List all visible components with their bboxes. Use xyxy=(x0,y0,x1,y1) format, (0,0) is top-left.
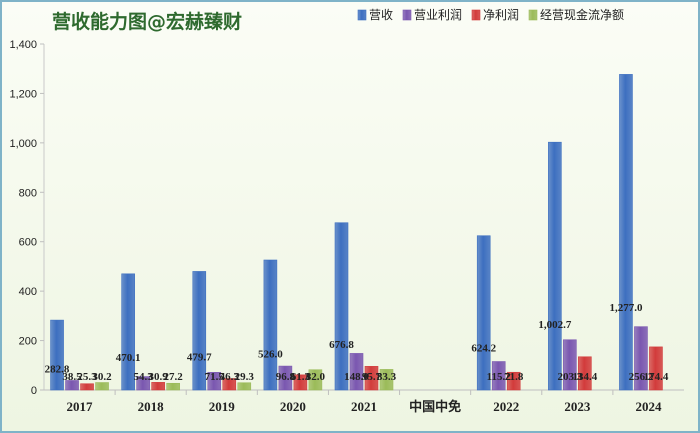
bar-revenue xyxy=(548,141,562,391)
data-label: 30.9 xyxy=(149,371,169,383)
bar-net-profit xyxy=(293,374,308,391)
y-tick-label: 600 xyxy=(19,237,37,249)
bar-operating-profit xyxy=(491,361,506,391)
bar-revenue xyxy=(50,319,64,391)
legend-swatch xyxy=(357,9,367,21)
x-tick-label: 2017 xyxy=(67,399,94,414)
bar-operating-cash-flow xyxy=(237,382,252,391)
legend-label: 经营现金流净额 xyxy=(540,7,624,22)
x-tick-label: 2023 xyxy=(564,399,591,414)
data-label: 29.3 xyxy=(235,371,255,383)
data-label: 134.4 xyxy=(572,371,597,383)
bar-net-profit xyxy=(364,366,379,391)
data-label: 1,277.0 xyxy=(609,302,643,314)
data-label: 27.2 xyxy=(164,371,184,383)
plot-area: 0 200 400 600 800 1,000 1,200 1,400 2017 282.838.… xyxy=(9,39,684,415)
data-label: 479.7 xyxy=(187,351,212,363)
bar-net-profit xyxy=(222,378,237,391)
bar-revenue xyxy=(192,271,207,391)
y-tick-label: 0 xyxy=(31,385,37,397)
data-label: 25.3 xyxy=(77,371,97,383)
y-tick-label: 800 xyxy=(19,187,37,199)
x-tick-label: 中国中免 xyxy=(409,399,461,415)
data-label: 676.8 xyxy=(329,339,354,351)
chart-legend: 营收 营业利润 净利润 经营现金流净额 xyxy=(357,7,624,22)
legend-swatch xyxy=(471,9,481,21)
y-tick-label: 400 xyxy=(19,286,37,298)
bar-operating-profit xyxy=(136,376,150,391)
bar-net-profit xyxy=(578,356,592,391)
legend-label: 净利润 xyxy=(483,8,519,22)
bar-revenue xyxy=(476,235,491,391)
bar-operating-profit xyxy=(563,339,577,391)
legend-swatch xyxy=(528,9,538,21)
chart-title: 营收能力图@宏赫臻财 xyxy=(52,10,242,33)
data-label: 61.3 xyxy=(291,371,311,383)
y-tick-label: 1,400 xyxy=(9,39,37,51)
data-label: 82.0 xyxy=(306,371,326,383)
legend-label: 营业利润 xyxy=(414,8,462,22)
data-label: 71.8 xyxy=(504,371,524,383)
data-label: 71.5 xyxy=(205,371,225,383)
data-label: 526.0 xyxy=(258,349,283,361)
x-tick-label: 2018 xyxy=(138,399,165,414)
legend-label: 营收 xyxy=(369,8,393,22)
bar-operating-cash-flow xyxy=(95,382,109,391)
bar-operating-profit xyxy=(634,326,648,391)
data-label: 54.3 xyxy=(134,371,154,383)
bar-net-profit xyxy=(649,346,663,391)
y-tick-label: 1,200 xyxy=(9,88,37,100)
data-label: 115.2 xyxy=(487,371,512,383)
x-tick-label: 2021 xyxy=(351,399,377,414)
bar-operating-cash-flow xyxy=(308,369,323,391)
bar-operating-profit xyxy=(207,372,222,391)
data-label: 282.8 xyxy=(45,364,70,376)
data-label: 83.3 xyxy=(377,371,397,383)
bar-revenue xyxy=(334,222,349,391)
bar-net-profit xyxy=(506,371,521,391)
x-tick-label: 2024 xyxy=(635,399,662,414)
data-label: 96.8 xyxy=(276,371,296,383)
bar-operating-profit xyxy=(349,353,364,391)
x-tick-label: 2019 xyxy=(209,399,236,414)
legend-swatch xyxy=(402,9,412,21)
data-label: 30.2 xyxy=(92,371,112,383)
data-label: 38.5 xyxy=(62,371,82,383)
y-tick-label: 1,000 xyxy=(9,138,37,150)
y-tick-label: 200 xyxy=(19,336,37,348)
data-label: 95.7 xyxy=(362,371,382,383)
bar-operating-cash-flow xyxy=(166,382,180,391)
data-label: 174.4 xyxy=(644,371,669,383)
bar-net-profit xyxy=(80,383,94,391)
bar-operating-cash-flow xyxy=(379,369,394,391)
bar-net-profit xyxy=(151,382,165,391)
data-label: 470.1 xyxy=(116,352,141,364)
bar-revenue xyxy=(121,273,135,391)
data-label: 624.2 xyxy=(471,342,496,354)
bar-operating-profit xyxy=(65,380,79,391)
bar-operating-profit xyxy=(278,365,293,391)
x-tick-label: 2020 xyxy=(280,399,306,414)
data-label: 148.0 xyxy=(344,371,369,383)
bar-revenue xyxy=(263,259,278,391)
data-label: 203.3 xyxy=(557,371,582,383)
data-label: 1,002.7 xyxy=(538,319,572,331)
data-label: 46.3 xyxy=(220,371,240,383)
x-tick-label: 2022 xyxy=(493,399,519,414)
data-label: 256.2 xyxy=(629,371,654,383)
bar-revenue xyxy=(619,74,633,391)
